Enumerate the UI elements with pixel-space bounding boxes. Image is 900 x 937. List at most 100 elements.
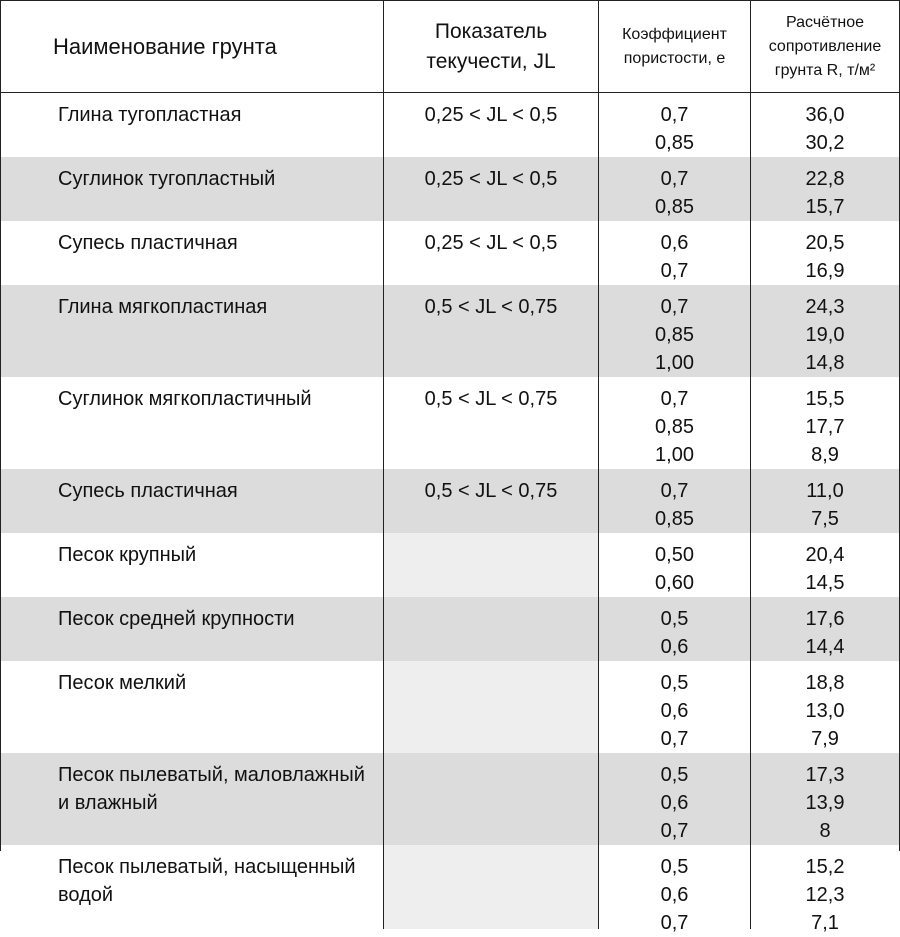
- porosity: 0,60: [655, 572, 694, 594]
- jl-range: 0,5 < JL < 0,75: [424, 388, 558, 410]
- name-cell: Песок пылеватый, маловлажный и влажный: [1, 753, 384, 845]
- porosity: 0,7: [660, 728, 689, 750]
- e-cell: 0,6 0,7: [599, 221, 751, 285]
- jl-cell: 0,25 < JL < 0,5: [384, 157, 599, 221]
- soil-name: Суглинок тугопластный: [58, 168, 276, 190]
- resistance: 24,3: [805, 296, 845, 318]
- header-cell: Расчётное сопротивление грунта R, т/м²: [751, 1, 899, 93]
- porosity: 0,85: [655, 196, 694, 218]
- e-cell: 0,7 0,85: [599, 93, 751, 157]
- soil-name: Супесь пластичная: [58, 480, 238, 502]
- r-cell: 36,0 30,2: [751, 93, 899, 157]
- name-cell: Супесь пластичная: [1, 221, 384, 285]
- resistance: 18,8: [805, 672, 845, 694]
- jl-cell: 0,5 < JL < 0,75: [384, 469, 599, 533]
- porosity: 0,5: [660, 856, 689, 878]
- resistance: 19,0: [805, 324, 845, 346]
- name-cell: Глина тугопластная: [1, 93, 384, 157]
- porosity: 1,00: [655, 444, 694, 466]
- e-cell: 0,50 0,60: [599, 533, 751, 597]
- porosity: 0,6: [660, 700, 689, 722]
- porosity: 0,7: [660, 820, 689, 842]
- jl-cell: 0,5 < JL < 0,75: [384, 377, 599, 469]
- porosity: 0,7: [660, 912, 689, 934]
- resistance: 17,6: [805, 608, 845, 630]
- name-cell: Суглинок мягкопластичный: [1, 377, 384, 469]
- resistance: 14,5: [805, 572, 845, 594]
- r-cell: 15,5 17,7 8,9: [751, 377, 899, 469]
- porosity: 0,50: [655, 544, 694, 566]
- resistance: 17,3: [805, 764, 845, 786]
- resistance: 15,5: [805, 388, 845, 410]
- porosity: 0,6: [660, 792, 689, 814]
- header-cell: Коэффициент пористости, е: [599, 1, 751, 93]
- header-text: Наименование грунта: [53, 33, 277, 59]
- resistance: 36,0: [805, 104, 845, 126]
- jl-cell: 0,5 < JL < 0,75: [384, 285, 599, 377]
- jl-range: 0,25 < JL < 0,5: [424, 232, 558, 254]
- resistance: 7,5: [811, 508, 839, 530]
- header-text: Показатель текучести, JL: [426, 19, 556, 73]
- jl-range: 0,25 < JL < 0,5: [424, 104, 558, 126]
- jl-cell: [384, 845, 599, 929]
- header-cell: Показатель текучести, JL: [384, 1, 599, 93]
- resistance: 22,8: [805, 168, 845, 190]
- e-cell: 0,5 0,6: [599, 597, 751, 661]
- resistance: 8: [819, 820, 831, 842]
- porosity: 0,5: [660, 672, 689, 694]
- jl-range: 0,5 < JL < 0,75: [424, 480, 558, 502]
- e-cell: 0,7 0,85: [599, 157, 751, 221]
- r-cell: 15,2 12,3 7,1: [751, 845, 899, 934]
- jl-cell: 0,25 < JL < 0,5: [384, 93, 599, 157]
- porosity: 0,6: [660, 636, 689, 658]
- soil-name: Суглинок мягкопластичный: [58, 388, 312, 410]
- resistance: 15,7: [805, 196, 845, 218]
- e-cell: 0,7 0,85: [599, 469, 751, 533]
- r-cell: 17,3 13,9 8: [751, 753, 899, 845]
- porosity: 0,85: [655, 416, 694, 438]
- jl-cell: [384, 597, 599, 661]
- resistance: 14,4: [805, 636, 845, 658]
- r-cell: 20,4 14,5: [751, 533, 899, 597]
- name-cell: Супесь пластичная: [1, 469, 384, 533]
- porosity: 0,85: [655, 508, 694, 530]
- porosity: 0,7: [660, 388, 689, 410]
- resistance: 15,2: [805, 856, 845, 878]
- e-cell: 0,7 0,85 1,00: [599, 285, 751, 377]
- resistance: 13,0: [805, 700, 845, 722]
- jl-range: 0,25 < JL < 0,5: [424, 168, 558, 190]
- resistance: 14,8: [805, 352, 845, 374]
- jl-cell: [384, 661, 599, 753]
- name-cell: Глина мягкопластиная: [1, 285, 384, 377]
- r-cell: 17,6 14,4: [751, 597, 899, 661]
- resistance: 13,9: [805, 792, 845, 814]
- porosity: 0,7: [660, 168, 689, 190]
- resistance: 7,9: [811, 728, 839, 750]
- e-cell: 0,5 0,6 0,7: [599, 753, 751, 845]
- resistance: 12,3: [805, 884, 845, 906]
- header-text: Расчётное сопротивление грунта R, т/м²: [768, 13, 882, 79]
- header-text: Коэффициент пористости, е: [622, 25, 727, 67]
- r-cell: 11,0 7,5: [751, 469, 899, 533]
- name-cell: Песок крупный: [1, 533, 384, 597]
- r-cell: 24,3 19,0 14,8: [751, 285, 899, 377]
- jl-cell: [384, 753, 599, 845]
- porosity: 0,7: [660, 104, 689, 126]
- name-cell: Песок пылеватый, насыщенный водой: [1, 845, 384, 929]
- resistance: 17,7: [805, 416, 845, 438]
- resistance: 20,4: [805, 544, 845, 566]
- porosity: 0,6: [660, 232, 689, 254]
- porosity: 0,5: [660, 608, 689, 630]
- soil-name: Песок пылеватый, насыщенный водой: [58, 856, 356, 906]
- jl-cell: [384, 533, 599, 597]
- name-cell: Песок мелкий: [1, 661, 384, 753]
- resistance: 11,0: [806, 480, 844, 502]
- r-cell: 20,5 16,9: [751, 221, 899, 285]
- soil-name: Глина мягкопластиная: [58, 296, 268, 318]
- soil-name: Супесь пластичная: [58, 232, 238, 254]
- jl-cell: 0,25 < JL < 0,5: [384, 221, 599, 285]
- porosity: 0,6: [660, 884, 689, 906]
- name-cell: Суглинок тугопластный: [1, 157, 384, 221]
- jl-range: 0,5 < JL < 0,75: [424, 296, 558, 318]
